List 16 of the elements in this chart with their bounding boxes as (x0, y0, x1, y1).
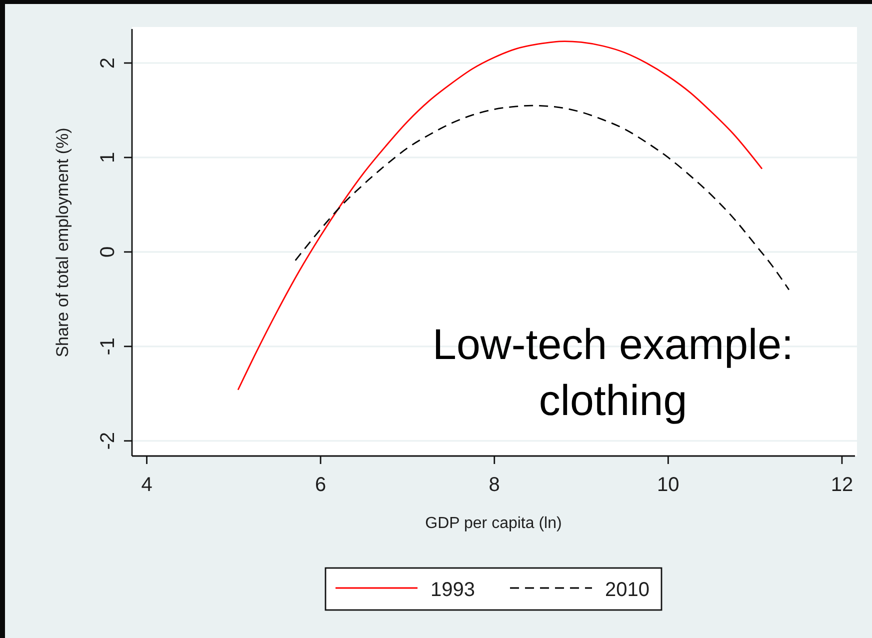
line-series (294, 104, 790, 290)
y-tick-label: -1 (97, 338, 119, 356)
x-tick-label: 6 (315, 474, 326, 496)
x-tick-label: 4 (141, 474, 152, 496)
legend-label: 2010 (605, 579, 650, 601)
x-tick-label: 8 (488, 474, 500, 496)
y-tick-label: 1 (97, 152, 119, 164)
x-tick-label: 12 (830, 474, 854, 496)
y-tick-label: -2 (97, 432, 119, 450)
legend-label: 1993 (430, 579, 476, 601)
y-tick-label: 0 (97, 246, 119, 258)
y-axis-title: Share of total employment (%) (53, 128, 72, 358)
annotation: Low-tech example: clothing (432, 321, 794, 425)
y-tick-label: 2 (97, 57, 119, 69)
x-axis-title: GDP per capita (ln) (425, 515, 562, 532)
x-tick-label: 10 (657, 474, 680, 496)
